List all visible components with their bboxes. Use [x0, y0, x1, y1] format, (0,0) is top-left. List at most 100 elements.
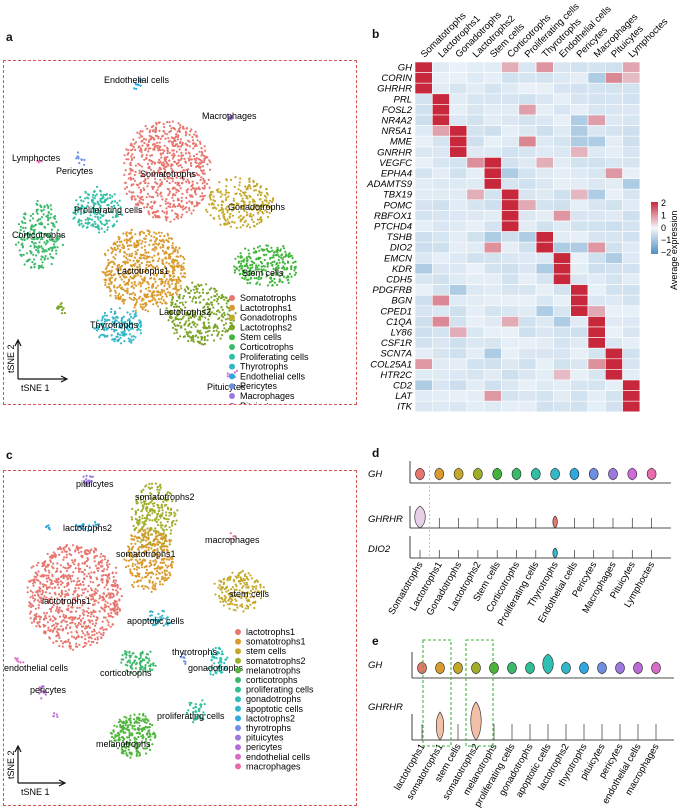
cluster-label-a: Macrophages: [202, 111, 257, 121]
heatmap-cell: [502, 306, 519, 317]
heatmap-gene-label: TSHB: [387, 232, 413, 243]
heatmap-cell: [536, 147, 553, 158]
heatmap-cell: [484, 295, 501, 306]
legend-swatch-c: [235, 763, 241, 769]
heatmap-cell: [519, 62, 536, 73]
heatmap-cell: [484, 147, 501, 158]
heatmap-cell: [553, 380, 570, 391]
cluster-label-a: Pericytes: [56, 166, 94, 176]
cluster-label-a: Proliferating cells: [74, 205, 143, 215]
heatmap-cell: [484, 391, 501, 402]
heatmap-legend-tick: 0: [661, 223, 666, 233]
legend-label-c: macrophages: [246, 761, 301, 771]
heatmap-cell: [432, 242, 449, 253]
legend-label-a: Stem cells: [240, 332, 282, 342]
heatmap-cell: [415, 359, 432, 370]
heatmap-cell: [467, 263, 484, 274]
heatmap-cell: [467, 179, 484, 190]
heatmap-cell: [605, 401, 622, 412]
heatmap-cell: [571, 210, 588, 221]
heatmap-cell: [571, 221, 588, 232]
heatmap-gene-label: DIO2: [390, 243, 413, 254]
legend-swatch-a: [229, 354, 235, 360]
legend-swatch-c: [235, 687, 241, 693]
heatmap-gene-label: LAT: [395, 391, 413, 402]
heatmap-cell: [467, 147, 484, 158]
heatmap-cell: [450, 359, 467, 370]
heatmap-cell: [571, 62, 588, 73]
heatmap-cell: [415, 253, 432, 264]
cluster-label-c: lactotrophs1: [42, 596, 91, 606]
heatmap-cell: [432, 369, 449, 380]
heatmap-cell: [484, 232, 501, 243]
heatmap-cell: [484, 306, 501, 317]
heatmap-cell: [467, 115, 484, 126]
violin-e-gh: [454, 662, 463, 674]
heatmap-cell: [536, 62, 553, 73]
heatmap-cell: [502, 200, 519, 211]
heatmap-cell: [571, 157, 588, 168]
heatmap-cell: [467, 242, 484, 253]
violin-e-ghrhr: [436, 712, 444, 740]
violin-e-gh: [508, 662, 517, 674]
heatmap-cell: [553, 359, 570, 370]
heatmap-cell: [450, 348, 467, 359]
legend-label-c: lactotrophs2: [246, 713, 295, 723]
heatmap-gene-label: HTR2C: [380, 370, 412, 381]
heatmap-cell: [623, 189, 640, 200]
heatmap-cell: [432, 348, 449, 359]
heatmap-cell: [588, 115, 605, 126]
heatmap-cell: [605, 242, 622, 253]
legend-swatch-a: [229, 373, 235, 379]
heatmap-cell: [450, 83, 467, 94]
heatmap-cell: [502, 221, 519, 232]
heatmap-cell: [536, 168, 553, 179]
heatmap-cell: [432, 295, 449, 306]
heatmap-gene-label: CORIN: [381, 73, 412, 84]
heatmap-cell: [519, 136, 536, 147]
heatmap-cell: [484, 115, 501, 126]
heatmap-cell: [588, 285, 605, 296]
heatmap-cell: [450, 73, 467, 84]
legend-swatch-c: [235, 667, 241, 673]
legend-swatch-c: [235, 658, 241, 664]
heatmap-cell: [623, 274, 640, 285]
legend-swatch-c: [235, 706, 241, 712]
heatmap-cell: [536, 295, 553, 306]
heatmap-cell: [605, 338, 622, 349]
legend-swatch-c: [235, 696, 241, 702]
heatmap-cell: [623, 73, 640, 84]
heatmap-cell: [519, 380, 536, 391]
heatmap-cell: [415, 306, 432, 317]
heatmap-cell: [536, 136, 553, 147]
heatmap-cell: [536, 115, 553, 126]
heatmap-cell: [432, 327, 449, 338]
heatmap-cell: [605, 274, 622, 285]
heatmap-cell: [467, 157, 484, 168]
heatmap-cell: [605, 327, 622, 338]
heatmap-cell: [450, 232, 467, 243]
tsne-axes-c: tSNE 2 tSNE 1: [6, 746, 65, 797]
heatmap-cell: [432, 94, 449, 105]
heatmap-cell: [605, 189, 622, 200]
heatmap-cell: [502, 391, 519, 402]
heatmap-cell: [432, 157, 449, 168]
heatmap-cell: [415, 200, 432, 211]
heatmap-cell: [467, 210, 484, 221]
violin-d-gh: [551, 468, 560, 480]
heatmap-cell: [450, 221, 467, 232]
heatmap-cell: [484, 338, 501, 349]
heatmap-cell: [623, 157, 640, 168]
heatmap-cell: [623, 221, 640, 232]
heatmap-cell: [605, 285, 622, 296]
heatmap-cell: [623, 168, 640, 179]
violin-e-gh: [580, 662, 589, 674]
heatmap-cell: [605, 147, 622, 158]
heatmap-cell: [502, 179, 519, 190]
heatmap-cell: [519, 253, 536, 264]
heatmap-cell: [450, 316, 467, 327]
heatmap-cell: [432, 200, 449, 211]
heatmap-cell: [415, 391, 432, 402]
heatmap-cell: [588, 348, 605, 359]
panel-label-c: c: [6, 448, 13, 462]
